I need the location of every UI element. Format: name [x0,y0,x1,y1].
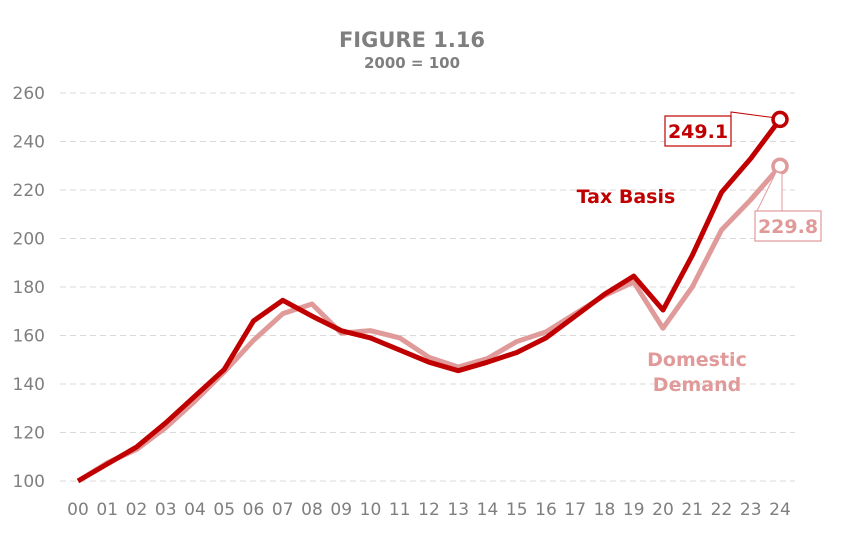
callout-box [664,115,732,147]
legend-domestic-demand-line2: Demand [653,374,741,396]
x-tick-label: 18 [594,500,616,520]
x-tick-label: 05 [213,500,235,520]
series-line-tax-basis [76,117,783,484]
x-tick-label: 09 [330,500,352,520]
chart-title: FIGURE 1.16 [339,28,485,52]
x-tick-label: 23 [740,500,762,520]
x-tick-label: 21 [681,500,703,520]
y-tick-label: 260 [13,84,45,104]
x-tick-label: 08 [301,500,323,520]
series-line-domestic-demand [76,164,782,484]
end-marker [771,110,789,129]
callout-pointer [730,111,773,124]
x-tick-label: 12 [418,500,440,520]
x-tick-label: 14 [477,500,499,520]
legend-domestic-demand-line1: Domestic [647,349,747,371]
legend-tax-basis: Tax Basis [577,186,676,208]
x-tick-label: 10 [360,500,382,520]
x-tick-label: 07 [272,500,294,520]
x-tick-label: 15 [506,500,528,520]
y-tick-label: 160 [13,327,45,347]
end-value-label: 249.1 [668,121,728,143]
callout-box [754,210,822,242]
x-tick-label: 00 [67,500,89,520]
x-tick-label: 02 [126,500,148,520]
x-tick-label: 24 [769,500,791,520]
y-tick-label: 240 [13,133,45,153]
chart-subtitle: 2000 = 100 [364,54,460,72]
x-tick-label: 04 [184,500,206,520]
end-value-label: 229.8 [758,216,818,238]
y-tick-label: 180 [13,278,45,298]
x-tick-label: 17 [564,500,586,520]
x-tick-label: 16 [535,500,557,520]
x-tick-label: 06 [243,500,265,520]
x-tick-label: 13 [447,500,469,520]
x-tick-label: 11 [389,500,411,520]
y-tick-label: 140 [13,375,45,395]
end-marker [771,157,789,175]
y-tick-label: 120 [13,424,45,444]
x-tick-label: 19 [623,500,645,520]
y-tick-label: 100 [13,472,45,492]
x-tick-label: 03 [155,500,177,520]
x-tick-label: 20 [652,500,674,520]
x-tick-label: 01 [96,500,118,520]
y-tick-label: 200 [13,230,45,250]
x-tick-label: 22 [711,500,733,520]
y-tick-label: 220 [13,181,45,201]
